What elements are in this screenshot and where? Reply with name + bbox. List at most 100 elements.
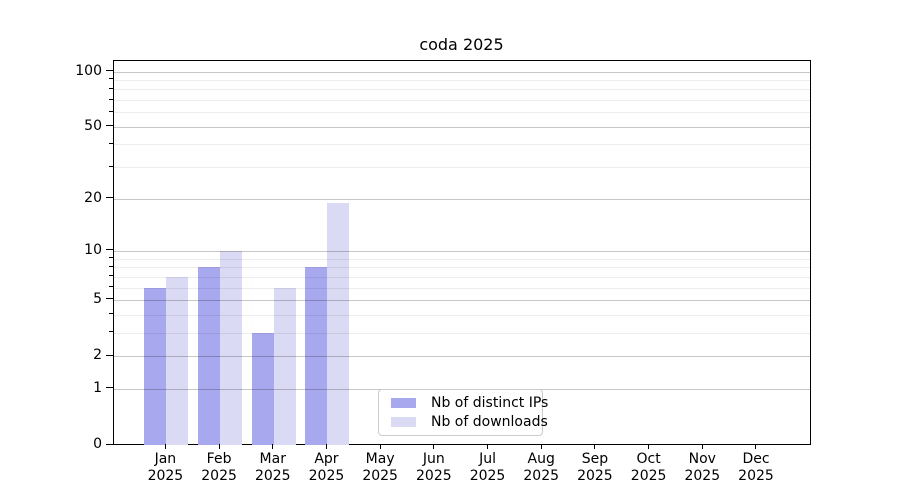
x-tick-label: Mar 2025 xyxy=(241,451,305,485)
y-gridline-minor xyxy=(114,276,810,278)
bars-layer xyxy=(114,61,810,445)
y-gridline-minor xyxy=(114,287,810,289)
x-tick xyxy=(218,444,220,449)
y-gridline-major xyxy=(114,299,810,301)
y-tick xyxy=(106,197,113,199)
x-tick xyxy=(594,444,596,449)
y-gridline-minor xyxy=(114,100,810,102)
x-tick-label: Jun 2025 xyxy=(402,451,466,485)
y-gridline-minor xyxy=(114,332,810,334)
y-minor-tick xyxy=(109,87,113,89)
x-tick-month: Feb xyxy=(206,451,232,467)
legend-label-distinct-ips: Nb of distinct IPs xyxy=(431,394,549,411)
y-gridline-minor xyxy=(114,258,810,260)
y-minor-tick xyxy=(109,313,113,315)
x-tick-label: Jan 2025 xyxy=(133,451,197,485)
x-tick xyxy=(540,444,542,449)
y-minor-tick xyxy=(109,110,113,112)
x-tick-year: 2025 xyxy=(362,468,398,484)
y-minor-tick xyxy=(109,165,113,167)
x-tick-label: May 2025 xyxy=(348,451,412,485)
x-tick xyxy=(755,444,757,449)
x-tick-month: Jan xyxy=(154,451,177,467)
y-minor-tick xyxy=(109,98,113,100)
x-tick-month: Aug xyxy=(527,451,555,467)
y-gridline-minor xyxy=(114,89,810,91)
x-tick xyxy=(648,444,650,449)
x-tick xyxy=(164,444,166,449)
x-tick-label: Jul 2025 xyxy=(456,451,520,485)
x-tick-month: Dec xyxy=(742,451,770,467)
y-gridline-minor xyxy=(114,267,810,269)
x-tick-year: 2025 xyxy=(630,468,667,484)
plot-area xyxy=(113,60,811,445)
y-tick-label: 20 xyxy=(84,189,102,206)
y-minor-tick xyxy=(109,286,113,288)
y-tick-label: 50 xyxy=(84,117,102,134)
y-gridline-major xyxy=(114,126,810,128)
x-tick-label: Nov 2025 xyxy=(670,451,734,485)
x-tick-month: Jun xyxy=(422,451,445,467)
x-tick-month: Oct xyxy=(636,451,661,467)
x-tick xyxy=(379,444,381,449)
y-gridline-minor xyxy=(114,112,810,114)
x-tick-label: Apr 2025 xyxy=(294,451,358,485)
x-tick-label: Oct 2025 xyxy=(617,451,681,485)
x-tick-year: 2025 xyxy=(308,468,345,484)
x-tick-label: Feb 2025 xyxy=(187,451,251,485)
x-tick-month: Apr xyxy=(314,451,339,467)
chart-title: coda 2025 xyxy=(419,35,504,54)
x-tick-year: 2025 xyxy=(254,468,291,484)
x-tick-year: 2025 xyxy=(147,468,184,484)
y-gridline-minor xyxy=(114,167,810,169)
y-gridline-minor xyxy=(114,314,810,316)
y-tick xyxy=(106,354,113,356)
y-minor-tick xyxy=(109,265,113,267)
bar-downloads xyxy=(166,276,189,445)
legend-item-downloads: Nb of downloads xyxy=(385,413,548,432)
y-tick xyxy=(106,298,113,300)
bar-downloads xyxy=(273,287,296,445)
y-tick-label: 100 xyxy=(75,62,102,79)
x-tick-label: Aug 2025 xyxy=(509,451,573,485)
legend: Nb of distinct IPs Nb of downloads xyxy=(378,389,548,436)
y-tick xyxy=(106,443,113,445)
x-tick xyxy=(325,444,327,449)
x-tick-month: May xyxy=(365,451,395,467)
bar-downloads xyxy=(220,250,243,445)
x-tick-month: Sep xyxy=(581,451,609,467)
x-tick-month: Jul xyxy=(479,451,496,467)
x-tick-label: Dec 2025 xyxy=(724,451,788,485)
legend-label-downloads: Nb of downloads xyxy=(431,413,548,430)
bar-distinct-ips xyxy=(144,287,167,445)
y-gridline-minor xyxy=(114,79,810,81)
y-tick-label: 10 xyxy=(84,241,102,258)
bar-distinct-ips xyxy=(305,267,328,445)
x-tick-year: 2025 xyxy=(684,468,721,484)
x-tick-label: Sep 2025 xyxy=(563,451,627,485)
y-tick xyxy=(106,125,113,127)
x-tick-year: 2025 xyxy=(738,468,774,484)
x-tick-year: 2025 xyxy=(201,468,237,484)
y-gridline-minor xyxy=(114,144,810,146)
x-tick-year: 2025 xyxy=(469,468,506,484)
x-tick xyxy=(433,444,435,449)
y-tick-label: 1 xyxy=(93,379,102,396)
x-tick xyxy=(272,444,274,449)
grid-layer xyxy=(114,61,810,444)
legend-swatch-distinct-ips xyxy=(391,398,416,408)
y-minor-tick xyxy=(109,78,113,80)
x-tick-month: Nov xyxy=(688,451,716,467)
y-tick xyxy=(106,249,113,251)
y-minor-tick xyxy=(109,257,113,259)
x-tick-month: Mar xyxy=(259,451,286,467)
y-tick xyxy=(106,387,113,389)
y-gridline-major xyxy=(114,71,810,73)
y-minor-tick xyxy=(109,142,113,144)
y-tick-label: 0 xyxy=(93,436,102,452)
bar-downloads xyxy=(327,202,350,445)
bar-distinct-ips xyxy=(198,267,221,445)
legend-swatch-downloads xyxy=(391,417,416,427)
y-gridline-major xyxy=(114,250,810,252)
